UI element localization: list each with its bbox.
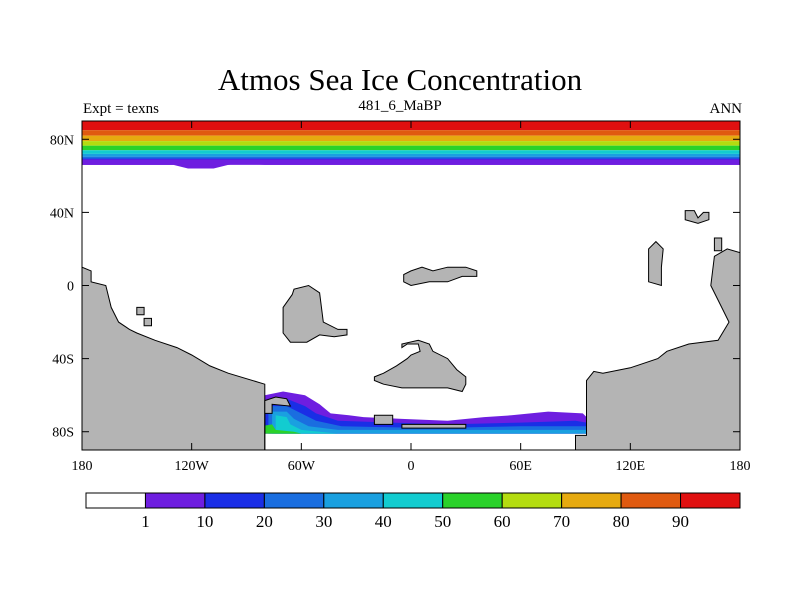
y-tick-label: 80S: [52, 426, 74, 441]
colorbar-swatch: [382, 492, 444, 509]
land-islet-2: [143, 317, 152, 327]
x-tick-label: 120W: [175, 459, 210, 474]
y-tick-label: 80N: [50, 133, 74, 148]
season-label: ANN: [709, 101, 743, 117]
land-ice-shelf-strip: [401, 423, 467, 429]
arctic-ice-band-70: [82, 135, 740, 142]
map-layer: [82, 121, 740, 450]
colorbar-label: 90: [672, 512, 689, 531]
colorbar-swatch: [680, 492, 741, 509]
x-tick-label: 0: [408, 459, 415, 474]
colorbar-swatch: [85, 492, 146, 509]
y-tick-label: 40N: [50, 206, 74, 221]
arctic-ice-band-40: [82, 150, 740, 154]
land-island-3: [713, 237, 723, 252]
land-pacific-margin: [82, 266, 266, 450]
colorbar-swatch: [620, 492, 682, 509]
arctic-ice-band-10: [82, 158, 740, 161]
arctic-ice-band-50: [82, 145, 740, 151]
x-tick-label: 60W: [288, 459, 316, 474]
experiment-label: Expt = texns: [83, 101, 159, 117]
colorbar-swatch: [442, 492, 503, 509]
x-tick-label: 180: [72, 459, 93, 474]
colorbar-label: 1: [141, 512, 150, 531]
arctic-ice-band-80: [82, 130, 740, 136]
x-tick-label: 120E: [616, 459, 646, 474]
arctic-ice-edge: [82, 159, 740, 169]
colorbar-label: 80: [613, 512, 630, 531]
colorbar-swatch: [323, 492, 384, 509]
colorbar-label: 30: [315, 512, 332, 531]
land-ice-shelf-blocks: [373, 414, 394, 425]
colorbar: 1 10 20 30 40 50 60 70 80 90: [85, 492, 741, 531]
colorbar-swatch: [263, 492, 325, 509]
colorbar-swatch: [204, 492, 265, 509]
chart-title: Atmos Sea Ice Concentration: [217, 62, 583, 97]
land-continent-b: [373, 339, 467, 393]
antarctic-ice-level-20: [268, 406, 609, 434]
arctic-ice-band-20: [82, 156, 740, 159]
colorbar-label: 70: [553, 512, 570, 531]
x-tick-label: 180: [730, 459, 751, 474]
arctic-ice-band-30: [82, 153, 740, 157]
antarctic-ice-level-40: [275, 415, 338, 434]
colorbar-label: 60: [494, 512, 511, 531]
y-tick-label: 0: [67, 280, 74, 295]
colorbar-label: 50: [434, 512, 451, 531]
land-island-1: [648, 240, 664, 287]
colorbar-swatch: [561, 492, 622, 509]
land-island-2: [684, 210, 710, 224]
axes-layer: 180 120W 60W 0 60E 120E 180 80N 40N 0 40S 80S: [50, 121, 751, 474]
land-eastern-continent: [575, 248, 740, 450]
land-antarctic-block: [264, 396, 292, 450]
arctic-ice-band-60: [82, 141, 740, 146]
colorbar-swatch: [501, 492, 563, 509]
antarctic-ice-level-50: [261, 424, 302, 434]
land-continent-c: [403, 266, 478, 287]
colorbar-label: 40: [375, 512, 392, 531]
land-islet-1: [136, 306, 145, 316]
chart-subtitle: 481_6_MaBP: [358, 98, 442, 114]
colorbar-label: 10: [196, 512, 213, 531]
antarctic-ice-level-10: [264, 398, 609, 434]
x-tick-label: 60E: [509, 459, 532, 474]
land-continent-a: [282, 284, 348, 343]
colorbar-label: 20: [256, 512, 273, 531]
colorbar-swatch: [144, 492, 206, 509]
y-tick-label: 40S: [52, 353, 74, 368]
